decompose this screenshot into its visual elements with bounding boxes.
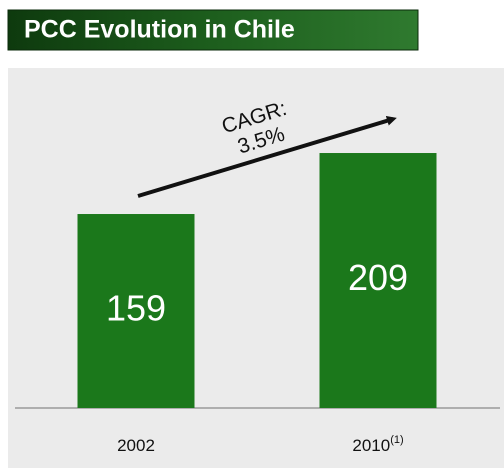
- category: 2002: [117, 436, 155, 455]
- category: 2010: [352, 436, 390, 455]
- data-label: 159: [106, 288, 166, 329]
- header-bar: [7, 9, 419, 51]
- bar: [319, 153, 437, 408]
- data-label: 209: [348, 257, 408, 298]
- cagr-arrow: [137, 115, 397, 198]
- x-tick-label: 2010(1): [352, 434, 403, 456]
- annotation: CAGR: 3.5%: [219, 97, 289, 159]
- footnote-marker: (1): [390, 434, 403, 446]
- chart-title: PCC Evolution in Chile: [24, 16, 295, 44]
- bar: [77, 214, 195, 408]
- x-tick-label: 2002: [117, 436, 155, 455]
